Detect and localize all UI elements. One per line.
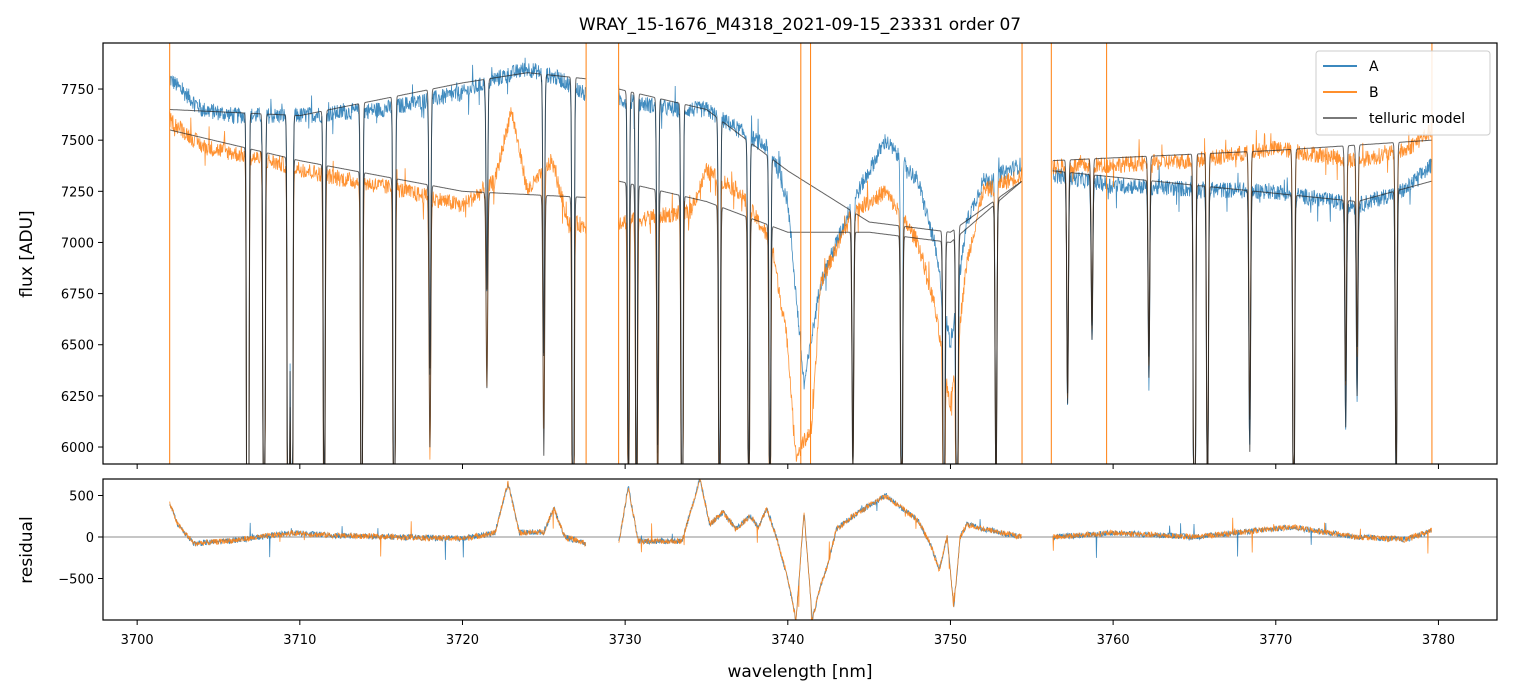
x-tick-label: 3710 — [283, 633, 316, 648]
legend-label-model: telluric model — [1369, 111, 1465, 127]
flux-panel — [169, 43, 1433, 464]
residual-panel-frame — [102, 478, 1498, 621]
legend: A B telluric model — [1315, 50, 1491, 136]
telluric-model-a-line — [1052, 170, 1432, 464]
series-a-line — [618, 84, 1022, 464]
y-tick-label-flux: 6500 — [61, 339, 94, 354]
x-tick-label: 3730 — [609, 633, 642, 648]
telluric-model-b-line — [169, 129, 586, 464]
y-tick-label-flux: 6750 — [61, 288, 94, 303]
telluric-model-a-line — [618, 88, 1022, 464]
telluric-model-b-line — [618, 180, 1022, 464]
y-tick-label-flux: 7000 — [61, 236, 94, 251]
y-axis-label-flux: flux [ADU] — [17, 210, 37, 297]
residual-b-line — [1052, 517, 1432, 554]
residual-panel — [103, 479, 1497, 620]
axes: 3700 3710 3720 3730 3740 3750 3760 3770 3780 6000… — [58, 42, 1498, 648]
x-tick-label: 3780 — [1422, 633, 1455, 648]
y-tick-label-residual: −500 — [58, 573, 94, 588]
residual-b-line — [618, 479, 1022, 620]
y-tick-label-residual: 0 — [86, 531, 94, 546]
y-tick-label-flux: 6000 — [61, 441, 94, 456]
telluric-model-b-line — [1052, 139, 1432, 464]
series-b-line — [618, 163, 1022, 464]
telluric-model-a-line — [169, 72, 586, 464]
legend-label-a: A — [1369, 59, 1379, 75]
x-tick-label: 3760 — [1097, 633, 1130, 648]
x-tick-label: 3740 — [771, 633, 804, 648]
series-b-line — [169, 107, 587, 464]
x-tick-label: 3720 — [446, 633, 479, 648]
residual-a-line — [169, 481, 587, 560]
x-tick-label: 3700 — [121, 633, 154, 648]
x-tick-label: 3770 — [1259, 633, 1292, 648]
legend-label-b: B — [1369, 85, 1379, 101]
y-tick-label-flux: 7250 — [61, 185, 94, 200]
flux-panel-frame — [102, 42, 1498, 465]
series-b-line — [1052, 121, 1432, 464]
legend-box — [1315, 50, 1491, 136]
y-tick-label-flux: 7500 — [61, 134, 94, 149]
x-tick-label: 3750 — [934, 633, 967, 648]
y-tick-label-residual: 500 — [69, 490, 94, 505]
series-a-line — [169, 57, 587, 464]
chart-title: WRAY_15-1676_M4318_2021-09-15_23331 orde… — [579, 15, 1021, 35]
residual-a-line — [618, 479, 1022, 620]
residual-b-line — [169, 480, 587, 557]
y-tick-label-flux: 7750 — [61, 83, 94, 98]
y-tick-label-flux: 6250 — [61, 390, 94, 405]
y-axis-label-residual: residual — [17, 516, 37, 583]
x-axis-label: wavelength [nm] — [727, 662, 872, 682]
series-a-line — [1052, 158, 1432, 464]
